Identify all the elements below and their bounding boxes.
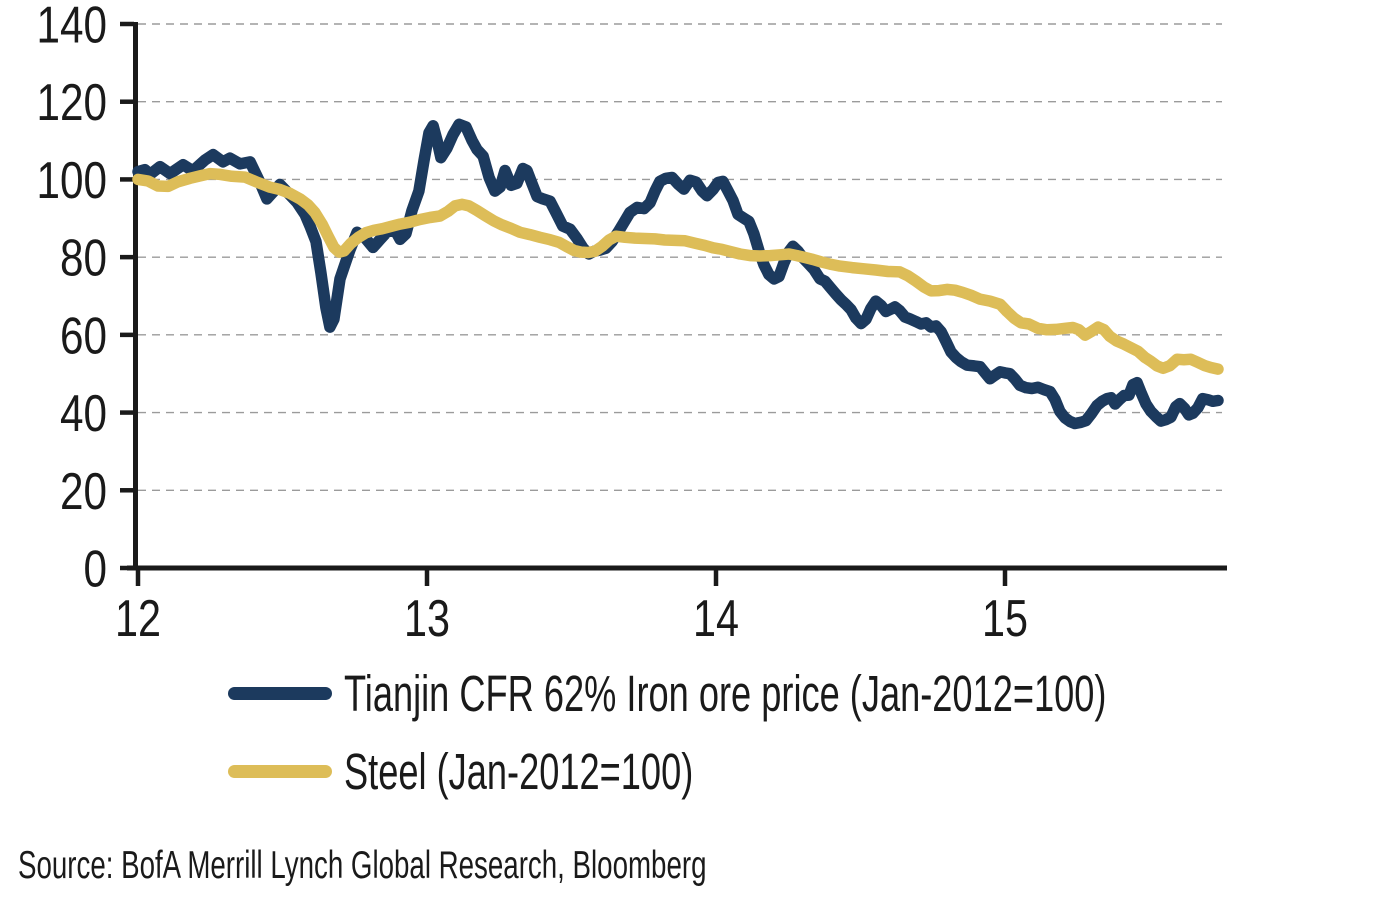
y-tick-label: 100 xyxy=(37,152,108,210)
y-tick-label: 60 xyxy=(60,307,107,365)
iron-ore-legend-label: Tianjin CFR 62% Iron ore price (Jan-2012… xyxy=(344,664,1107,722)
steel-series-line xyxy=(132,167,1224,375)
x-tick-label: 12 xyxy=(115,590,161,645)
y-tick-label: 20 xyxy=(60,463,107,521)
y-tick-label: 80 xyxy=(60,230,107,288)
steel-legend-label: Steel (Jan-2012=100) xyxy=(344,742,694,800)
y-tick-label: 0 xyxy=(84,541,108,599)
legend-item-iron-ore: Tianjin CFR 62% Iron ore price (Jan-2012… xyxy=(228,667,1384,719)
line-chart-canvas: 0 20 40 60 80 100 120 140 12 13 14 15 xyxy=(37,0,1227,645)
x-tick-label: 14 xyxy=(693,590,739,645)
steel-legend-swatch-icon xyxy=(228,764,332,778)
y-tick-label: 40 xyxy=(60,385,107,443)
legend-item-steel: Steel (Jan-2012=100) xyxy=(228,745,836,797)
iron-ore-legend-swatch-icon xyxy=(228,686,332,700)
y-tick-label: 120 xyxy=(37,74,108,132)
source-note: Source: BofA Merrill Lynch Global Resear… xyxy=(18,844,707,887)
x-tick-label: 13 xyxy=(404,590,450,645)
x-tick-label: 15 xyxy=(982,590,1028,645)
y-tick-label: 140 xyxy=(37,0,108,55)
iron-ore-series-line xyxy=(132,118,1224,430)
